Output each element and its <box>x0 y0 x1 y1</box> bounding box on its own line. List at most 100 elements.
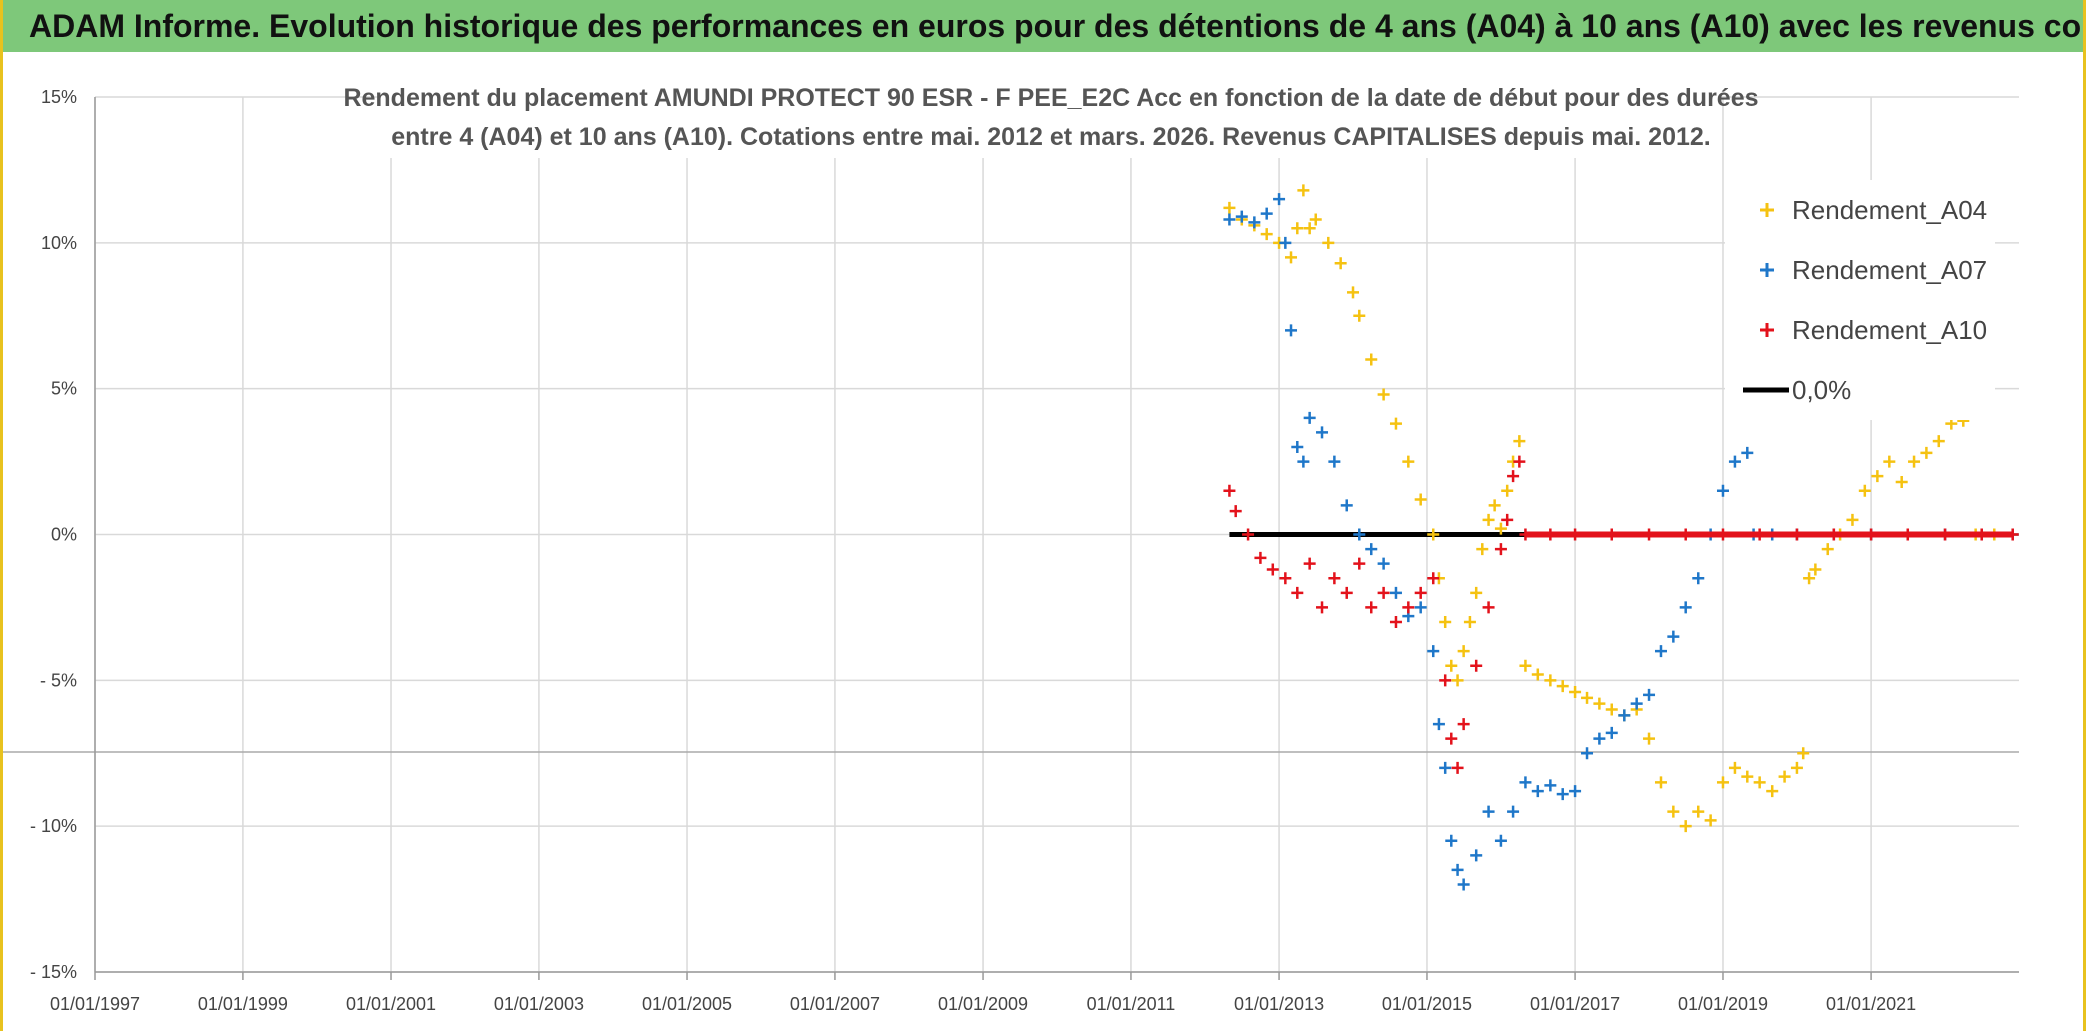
series-Rendement_A10 <box>1223 455 2019 774</box>
data-point-Rendement_A07 <box>1377 557 1390 570</box>
data-point-Rendement_A10 <box>1414 586 1427 599</box>
data-point-Rendement_A10 <box>1451 761 1464 774</box>
data-point-Rendement_A07 <box>1494 834 1507 847</box>
data-point-Rendement_A04 <box>1347 286 1360 299</box>
data-point-Rendement_A07 <box>1291 441 1304 453</box>
data-point-Rendement_A07 <box>1741 446 1754 459</box>
data-point-Rendement_A04 <box>1494 522 1507 535</box>
data-point-Rendement_A07 <box>1303 411 1316 424</box>
data-point-Rendement_A04 <box>1519 659 1532 672</box>
data-points <box>1223 184 2019 891</box>
data-point-Rendement_A07 <box>1316 426 1329 439</box>
data-point-Rendement_A10 <box>1457 718 1470 731</box>
legend-background <box>1725 180 1995 420</box>
y-tick-label: 0% <box>51 525 77 545</box>
legend-marker-Rendement_A07 <box>1760 263 1774 277</box>
data-point-Rendement_A07 <box>1470 849 1483 862</box>
data-point-Rendement_A04 <box>1753 776 1766 789</box>
data-point-Rendement_A07 <box>1556 788 1569 801</box>
legend-label: Rendement_A07 <box>1792 255 1987 285</box>
data-point-Rendement_A04 <box>1309 213 1322 226</box>
data-point-Rendement_A10 <box>1402 601 1415 614</box>
data-point-Rendement_A07 <box>1728 455 1741 468</box>
data-point-Rendement_A07 <box>1692 572 1705 585</box>
data-point-Rendement_A07 <box>1482 805 1495 818</box>
legend-label: Rendement_A10 <box>1792 315 1987 345</box>
data-point-Rendement_A04 <box>1501 484 1514 497</box>
data-point-Rendement_A07 <box>1427 645 1440 658</box>
data-point-Rendement_A10 <box>1494 543 1507 556</box>
y-tick-label: 5% <box>51 379 77 399</box>
data-point-Rendement_A10 <box>1389 616 1402 628</box>
data-point-Rendement_A07 <box>1328 455 1341 468</box>
data-point-Rendement_A07 <box>1679 601 1692 614</box>
data-point-Rendement_A07 <box>1235 210 1248 223</box>
data-point-Rendement_A07 <box>1618 709 1631 722</box>
data-point-Rendement_A04 <box>1285 251 1298 264</box>
data-point-Rendement_A10 <box>1353 557 1366 570</box>
x-tick-label: 01/01/2019 <box>1678 994 1768 1014</box>
x-tick-label: 01/01/2003 <box>494 994 584 1014</box>
x-tick-label: 01/01/2007 <box>790 994 880 1014</box>
data-point-Rendement_A10 <box>1377 586 1390 599</box>
data-point-Rendement_A04 <box>1797 747 1810 760</box>
data-point-Rendement_A04 <box>1704 814 1717 827</box>
x-tick-label: 01/01/2011 <box>1087 994 1176 1014</box>
data-point-Rendement_A04 <box>1297 184 1310 197</box>
data-point-Rendement_A10 <box>1482 601 1495 614</box>
data-point-Rendement_A04 <box>1593 697 1606 710</box>
legend-marker-Rendement_A10 <box>1760 323 1774 337</box>
data-point-Rendement_A07 <box>1569 785 1582 798</box>
y-tick-label: 15% <box>41 87 77 107</box>
data-point-Rendement_A04 <box>1463 616 1476 628</box>
data-point-Rendement_A07 <box>1279 236 1292 249</box>
data-point-Rendement_A04 <box>1778 770 1791 783</box>
data-point-Rendement_A07 <box>1353 528 1366 541</box>
chart-title-line-2: entre 4 (A04) et 10 ans (A10). Cotations… <box>391 123 1711 151</box>
data-point-Rendement_A04 <box>1260 228 1273 241</box>
data-point-Rendement_A04 <box>1605 703 1618 716</box>
data-point-Rendement_A04 <box>1389 417 1402 430</box>
x-tick-label: 01/01/2021 <box>1826 994 1916 1014</box>
data-point-Rendement_A10 <box>1254 551 1267 564</box>
data-point-Rendement_A10 <box>1507 470 1520 483</box>
data-point-Rendement_A07 <box>1716 484 1729 497</box>
data-point-Rendement_A07 <box>1260 207 1273 220</box>
x-tick-label: 01/01/2013 <box>1234 994 1324 1014</box>
data-point-Rendement_A07 <box>1340 499 1353 512</box>
data-point-Rendement_A04 <box>1556 680 1569 693</box>
data-point-Rendement_A04 <box>1439 616 1452 628</box>
data-point-Rendement_A10 <box>1328 572 1341 585</box>
data-point-Rendement_A07 <box>1451 863 1464 876</box>
x-tick-label: 01/01/1997 <box>50 994 140 1014</box>
data-point-Rendement_A04 <box>1883 455 1896 468</box>
page-header-title: ADAM Informe. Evolution historique des p… <box>3 0 2083 52</box>
data-point-Rendement_A07 <box>1643 688 1656 701</box>
data-point-Rendement_A04 <box>1427 528 1440 541</box>
data-point-Rendement_A10 <box>1266 563 1279 576</box>
chart-title-background <box>381 76 1721 158</box>
x-tick-label: 01/01/2005 <box>642 994 732 1014</box>
data-point-Rendement_A04 <box>1303 222 1316 235</box>
data-point-Rendement_A04 <box>1741 770 1754 783</box>
data-point-Rendement_A10 <box>1316 601 1329 614</box>
data-point-Rendement_A04 <box>1803 572 1816 585</box>
data-point-Rendement_A04 <box>1581 691 1594 704</box>
data-point-Rendement_A10 <box>1427 572 1440 585</box>
data-point-Rendement_A04 <box>1692 805 1705 818</box>
data-point-Rendement_A07 <box>1654 645 1667 658</box>
data-point-Rendement_A07 <box>1273 193 1286 206</box>
data-point-Rendement_A04 <box>1291 222 1304 235</box>
x-tick-label: 01/01/2001 <box>346 994 436 1014</box>
data-point-Rendement_A07 <box>1457 878 1470 891</box>
data-point-Rendement_A10 <box>1279 572 1292 585</box>
data-point-Rendement_A07 <box>1667 630 1680 643</box>
data-point-Rendement_A04 <box>1809 563 1822 576</box>
data-point-Rendement_A07 <box>1389 586 1402 599</box>
data-point-Rendement_A04 <box>1932 435 1945 448</box>
y-tick-label: - 5% <box>40 670 77 690</box>
data-point-Rendement_A04 <box>1334 257 1347 270</box>
data-point-Rendement_A04 <box>1679 820 1692 833</box>
legend-marker-Rendement_A04 <box>1760 203 1774 217</box>
